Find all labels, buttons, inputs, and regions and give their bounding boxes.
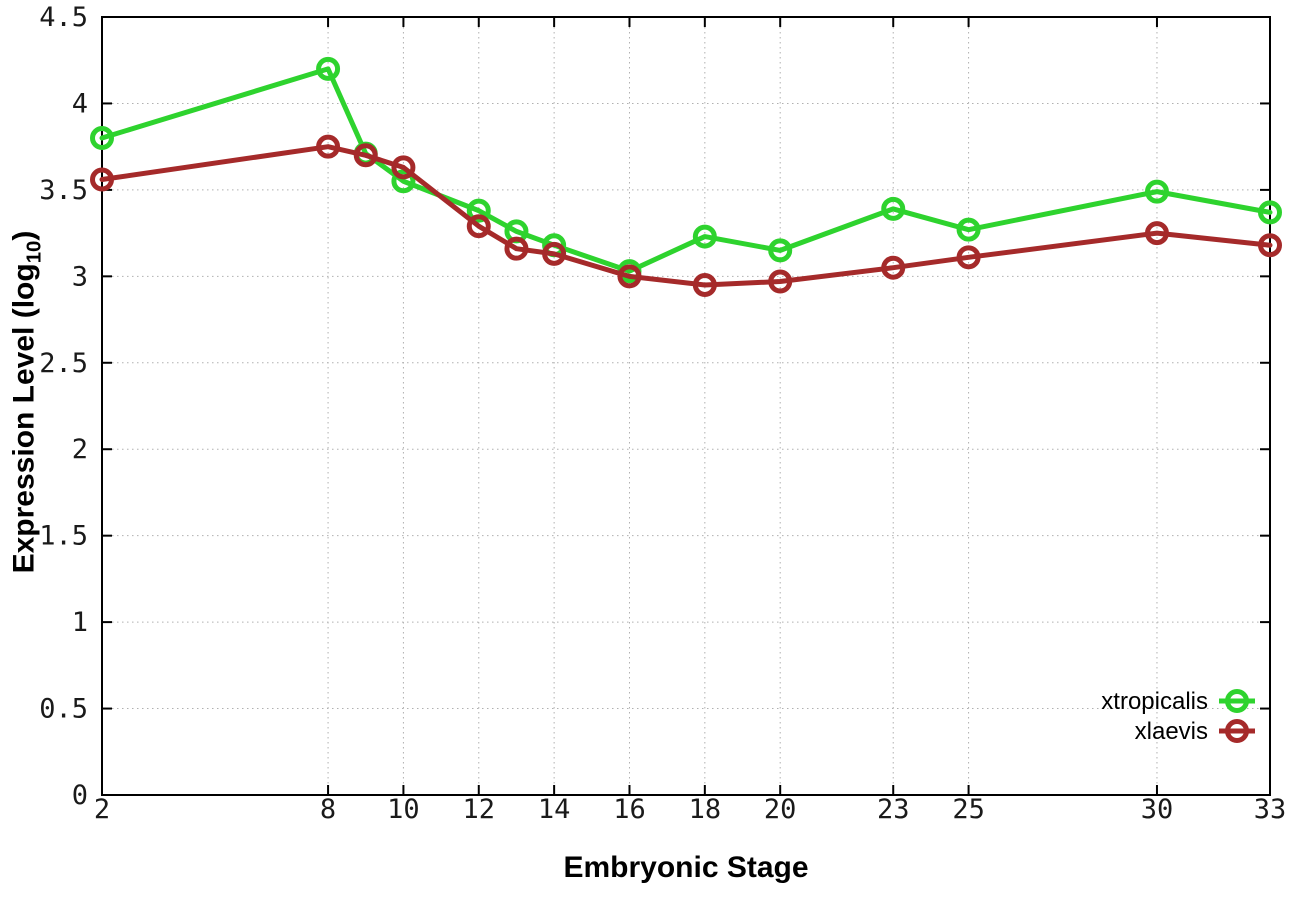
x-tick-label: 20 (764, 794, 797, 825)
x-tick-label: 16 (613, 794, 646, 825)
x-tick-label: 12 (463, 794, 496, 825)
series-marker-xlaevis (542, 241, 567, 266)
y-tick-label: 0.5 (39, 694, 88, 725)
series-line-xlaevis (99, 144, 1273, 288)
legend-label-xlaevis: xlaevis (1135, 718, 1208, 745)
x-tick-label: 14 (538, 794, 571, 825)
y-tick-label: 4 (72, 88, 88, 119)
y-tick-label: 3 (72, 261, 88, 292)
series-marker-xtropicalis (466, 198, 491, 223)
x-tick-label: 18 (689, 794, 722, 825)
plot-border (101, 16, 1271, 796)
series-marker-xtropicalis (956, 217, 981, 242)
series-marker-xlaevis (466, 214, 491, 239)
series-marker-xtropicalis (881, 196, 906, 221)
series-marker-xlaevis (768, 269, 793, 294)
y-tick-label: 2 (72, 434, 88, 465)
legend-sample-marker-xlaevis (1225, 719, 1249, 743)
series-marker-xtropicalis (768, 238, 793, 263)
series-marker-xlaevis (90, 167, 114, 192)
series-marker-xlaevis (617, 264, 642, 289)
y-axis-title-close: ) (7, 230, 41, 241)
y-axis-title: Expression Level (log10) (7, 231, 46, 574)
series-marker-xlaevis (1258, 233, 1282, 258)
x-tick-label: 30 (1141, 794, 1174, 825)
x-axis-title: Embryonic Stage (563, 851, 809, 884)
series-marker-xlaevis (692, 272, 717, 297)
x-tick-label: 23 (877, 794, 910, 825)
y-tick-label: 3.5 (39, 175, 88, 206)
series-marker-xtropicalis (1258, 200, 1282, 225)
x-tick-label: 2 (94, 794, 110, 825)
series-marker-xlaevis (956, 245, 981, 270)
y-axis-title-subscript: 10 (23, 240, 46, 264)
series-marker-xlaevis (1144, 221, 1169, 246)
legend-sample-marker-xtropicalis (1225, 689, 1249, 713)
x-tick-label: 8 (320, 794, 336, 825)
series-marker-xlaevis (391, 155, 416, 180)
series-marker-xtropicalis (90, 126, 114, 151)
x-tick-label: 33 (1254, 794, 1287, 825)
series-marker-xlaevis (316, 134, 341, 159)
series-marker-xtropicalis (1144, 179, 1169, 204)
series-marker-xtropicalis (692, 224, 717, 249)
x-tick-label: 25 (952, 794, 985, 825)
series-marker-xlaevis (881, 255, 906, 280)
series-marker-xlaevis (353, 143, 378, 168)
y-tick-label: 1 (72, 607, 88, 638)
series-marker-xlaevis (504, 236, 529, 261)
x-tick-label: 10 (387, 794, 420, 825)
y-tick-label: 0 (72, 780, 88, 811)
legend-label-xtropicalis: xtropicalis (1101, 688, 1208, 715)
y-tick-label: 4.5 (39, 2, 88, 33)
y-tick-label: 2.5 (39, 348, 88, 379)
series-marker-xtropicalis (391, 169, 416, 194)
series-marker-xtropicalis (316, 56, 341, 81)
y-axis-title-text: Expression Level (log (7, 263, 41, 574)
y-tick-label: 1.5 (39, 521, 88, 552)
